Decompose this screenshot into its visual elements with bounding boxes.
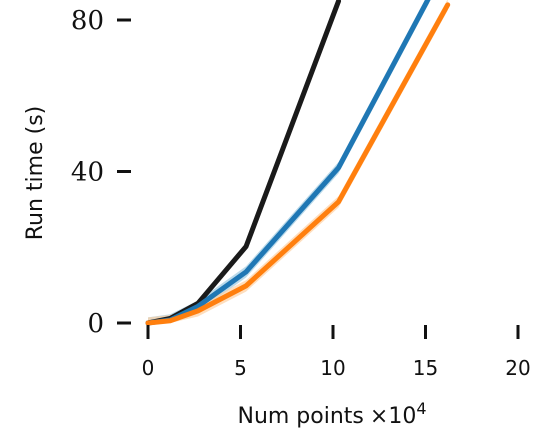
series-2-line (145, 0, 431, 326)
x-axis-label-exponent: 4 (416, 399, 426, 418)
x-axis-label-text: Num points (237, 404, 363, 429)
series-3-line (145, 2, 451, 326)
x-tick-label-5: 5 (234, 356, 247, 380)
y-tick-label-0: 0 (87, 309, 104, 339)
series-2-confidence-band (148, 0, 430, 323)
x-axis-label: Num points ×104 (237, 399, 426, 429)
x-axis-label-multiplier: ×10 (370, 404, 416, 429)
x-axis-ticks: 0 5 10 15 20 (142, 325, 531, 380)
y-tick-label-80: 80 (71, 6, 104, 36)
y-axis-ticks: 0 40 80 (71, 6, 131, 339)
x-tick-label-10: 10 (320, 356, 345, 380)
x-tick-label-20: 20 (505, 356, 530, 380)
y-tick-label-40: 40 (71, 158, 104, 188)
x-tick-label-0: 0 (142, 356, 155, 380)
series-lines (145, 0, 451, 326)
y-axis-label: Run time (s) (23, 106, 48, 241)
x-tick-label-15: 15 (413, 356, 438, 380)
